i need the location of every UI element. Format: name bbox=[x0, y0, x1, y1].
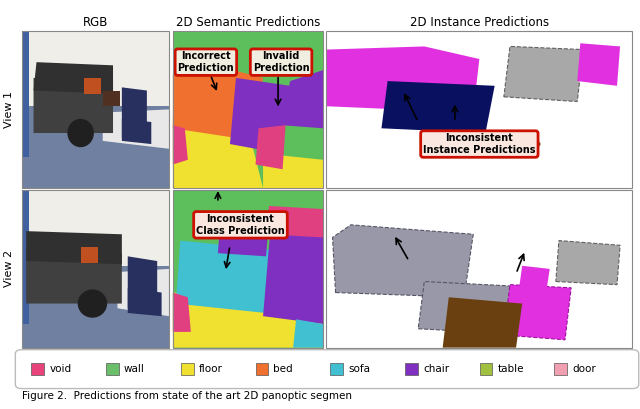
FancyBboxPatch shape bbox=[15, 350, 639, 389]
Bar bbox=[31, 363, 44, 375]
Text: Invalid
Prediction: Invalid Prediction bbox=[253, 52, 309, 73]
Polygon shape bbox=[266, 206, 323, 237]
Bar bbox=[480, 363, 493, 375]
Bar bbox=[330, 363, 343, 375]
Polygon shape bbox=[326, 46, 479, 112]
Polygon shape bbox=[173, 65, 263, 141]
Bar bbox=[22, 190, 169, 348]
Polygon shape bbox=[128, 288, 161, 316]
Polygon shape bbox=[122, 88, 147, 141]
Bar bbox=[106, 363, 119, 375]
Polygon shape bbox=[173, 292, 323, 348]
Bar bbox=[326, 190, 632, 348]
Polygon shape bbox=[33, 78, 113, 133]
Polygon shape bbox=[504, 46, 584, 101]
Polygon shape bbox=[173, 125, 188, 164]
Polygon shape bbox=[263, 153, 323, 188]
Polygon shape bbox=[281, 70, 323, 128]
Polygon shape bbox=[443, 297, 522, 348]
Text: sofa: sofa bbox=[348, 364, 370, 374]
Polygon shape bbox=[103, 109, 169, 149]
Bar bbox=[173, 190, 323, 348]
Polygon shape bbox=[22, 106, 169, 188]
Bar bbox=[22, 190, 169, 285]
Bar bbox=[103, 90, 120, 106]
Polygon shape bbox=[293, 319, 323, 348]
Polygon shape bbox=[22, 266, 169, 348]
Bar bbox=[173, 31, 323, 188]
Polygon shape bbox=[173, 292, 191, 332]
Text: door: door bbox=[572, 364, 596, 374]
Polygon shape bbox=[122, 119, 151, 144]
Polygon shape bbox=[176, 240, 275, 313]
Bar bbox=[255, 363, 268, 375]
Text: bed: bed bbox=[273, 364, 293, 374]
Bar bbox=[326, 190, 632, 348]
Polygon shape bbox=[333, 225, 473, 297]
Polygon shape bbox=[26, 248, 122, 303]
Text: Incorrect
Prediction: Incorrect Prediction bbox=[177, 52, 234, 73]
Polygon shape bbox=[218, 214, 269, 256]
Bar bbox=[81, 247, 99, 263]
Polygon shape bbox=[230, 78, 290, 153]
Text: wall: wall bbox=[124, 364, 145, 374]
Text: table: table bbox=[498, 364, 524, 374]
Bar bbox=[405, 363, 418, 375]
Text: floor: floor bbox=[198, 364, 223, 374]
Polygon shape bbox=[33, 62, 113, 94]
Ellipse shape bbox=[77, 290, 107, 318]
Bar bbox=[84, 78, 101, 94]
Polygon shape bbox=[118, 269, 169, 316]
Bar bbox=[22, 31, 29, 157]
Text: chair: chair bbox=[423, 364, 449, 374]
Text: Figure 2.  Predictions from state of the art 2D panoptic segmen: Figure 2. Predictions from state of the … bbox=[22, 391, 352, 400]
Bar bbox=[22, 190, 29, 324]
Bar bbox=[22, 31, 169, 188]
Text: View 1: View 1 bbox=[4, 91, 14, 128]
Bar bbox=[22, 31, 169, 122]
Polygon shape bbox=[26, 231, 122, 264]
Polygon shape bbox=[128, 256, 157, 313]
Polygon shape bbox=[519, 266, 550, 290]
Text: View 2: View 2 bbox=[4, 250, 14, 288]
Text: void: void bbox=[49, 364, 72, 374]
Text: 2D Semantic Predictions: 2D Semantic Predictions bbox=[176, 16, 320, 29]
Text: Inconsistent
Instance Predictions: Inconsistent Instance Predictions bbox=[423, 133, 536, 155]
Ellipse shape bbox=[67, 119, 94, 147]
Polygon shape bbox=[577, 43, 620, 86]
Bar bbox=[173, 31, 323, 188]
Text: 2D Instance Predictions: 2D Instance Predictions bbox=[410, 16, 549, 29]
Polygon shape bbox=[418, 281, 547, 335]
Polygon shape bbox=[255, 125, 285, 169]
Polygon shape bbox=[381, 81, 495, 133]
Bar bbox=[180, 363, 193, 375]
Bar bbox=[173, 190, 323, 348]
Polygon shape bbox=[173, 117, 263, 188]
Polygon shape bbox=[263, 228, 323, 324]
Bar bbox=[554, 363, 567, 375]
Bar bbox=[326, 31, 632, 188]
Polygon shape bbox=[504, 285, 571, 340]
Text: RGB: RGB bbox=[83, 16, 108, 29]
Polygon shape bbox=[556, 240, 620, 285]
Ellipse shape bbox=[522, 139, 541, 149]
Bar bbox=[326, 31, 632, 188]
Text: Inconsistent
Class Prediction: Inconsistent Class Prediction bbox=[196, 214, 285, 236]
